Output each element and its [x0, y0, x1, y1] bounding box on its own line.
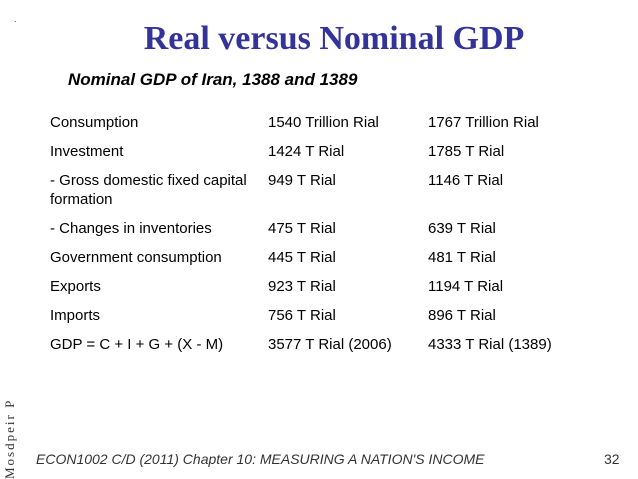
- row-value-1388: 3577 T Rial (2006): [268, 336, 392, 353]
- row-value-1389: 481 T Rial: [428, 249, 496, 266]
- row-value-1389: 1785 T Rial: [428, 143, 505, 160]
- table-row: Imports 756 T Rial 896 T Rial: [44, 301, 594, 330]
- table-row: Exports 923 T Rial 1194 T Rial: [44, 272, 594, 301]
- table-row: - Gross domestic fixed capital formation…: [44, 166, 594, 214]
- table-row: GDP = C + I + G + (X - M) 3577 T Rial (2…: [44, 330, 594, 359]
- row-item: Imports: [50, 307, 101, 324]
- row-item: - Gross domestic fixed capital formation: [50, 172, 247, 208]
- row-value-1389: 4333 T Rial (1389): [428, 336, 552, 353]
- gdp-table: Consumption 1540 Trillion Rial 1767 Tril…: [44, 108, 594, 359]
- row-value-1388: 475 T Rial: [268, 220, 336, 237]
- row-item: Consumption: [50, 114, 139, 131]
- table-row: - Changes in inventories 475 T Rial 639 …: [44, 214, 594, 243]
- row-value-1388: 1540 Trillion Rial: [268, 114, 379, 131]
- slide-subtitle: Nominal GDP of Iran, 1388 and 1389: [68, 70, 358, 89]
- row-value-1388: 923 T Rial: [268, 278, 336, 295]
- page-number: 32: [604, 451, 620, 467]
- row-value-1388: 756 T Rial: [268, 307, 336, 324]
- table-row: Government consumption 445 T Rial 481 T …: [44, 243, 594, 272]
- row-value-1388: 445 T Rial: [268, 249, 336, 266]
- row-value-1389: 1146 T Rial: [428, 172, 504, 189]
- table-row: Consumption 1540 Trillion Rial 1767 Tril…: [44, 108, 594, 137]
- slide-footer: ECON1002 C/D (2011) Chapter 10: MEASURIN…: [36, 451, 485, 467]
- row-value-1388: 949 T Rial: [268, 172, 336, 189]
- corner-dot: .: [14, 14, 17, 24]
- slide-title: Real versus Nominal GDP: [143, 20, 525, 57]
- row-value-1389: 1194 T Rial: [428, 278, 504, 295]
- row-value-1388: 1424 T Rial: [268, 143, 345, 160]
- side-vertical-text: Mosdpeir P: [2, 398, 17, 479]
- row-item: Exports: [50, 278, 101, 295]
- row-item: Investment: [50, 143, 124, 160]
- row-value-1389: 896 T Rial: [428, 307, 496, 324]
- table-row: Investment 1424 T Rial 1785 T Rial: [44, 137, 594, 166]
- row-item: GDP = C + I + G + (X - M): [50, 336, 224, 353]
- row-value-1389: 639 T Rial: [428, 220, 496, 237]
- row-item: - Changes in inventories: [50, 220, 212, 237]
- row-value-1389: 1767 Trillion Rial: [428, 114, 539, 131]
- row-item: Government consumption: [50, 249, 222, 266]
